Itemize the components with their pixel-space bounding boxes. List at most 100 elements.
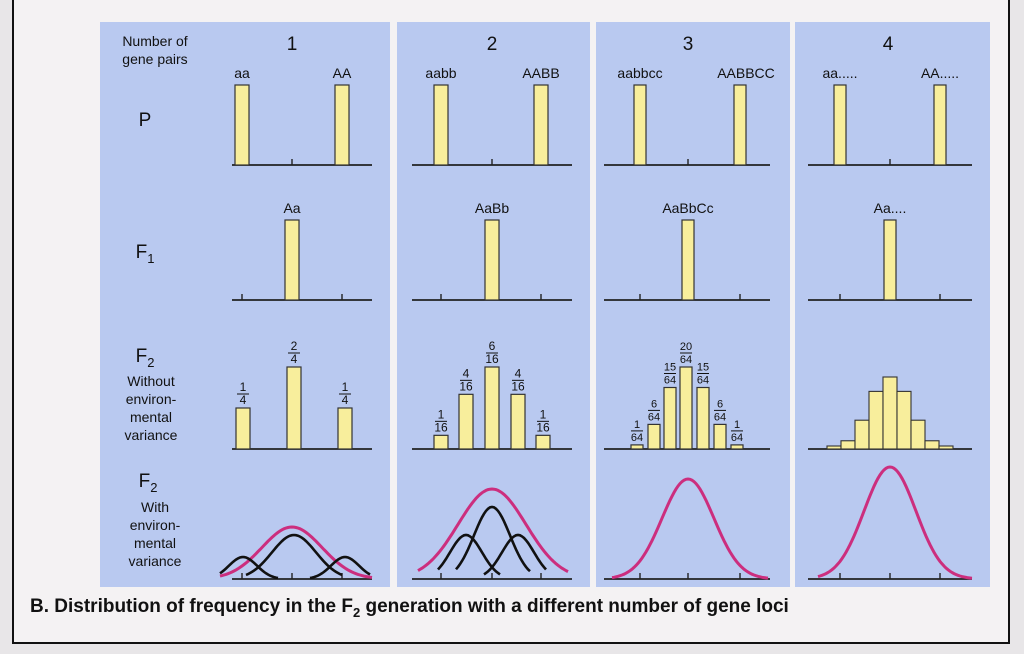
f2-bar [458,393,474,450]
f2-histogram-bar [826,445,842,450]
fraction-numerator: 1 [240,380,247,394]
f2-bar [484,366,500,450]
f2-bar [696,386,710,450]
fraction-denominator: 64 [648,411,660,423]
fraction-numerator: 4 [463,366,470,380]
row-label-f2-with-line: variance [129,553,182,569]
f2-histogram-bar [840,440,856,450]
fraction-numerator: 1 [734,419,740,431]
f2-bar [630,444,644,450]
fraction-numerator: 1 [342,380,349,394]
fraction-denominator: 4 [291,352,298,366]
fraction-numerator: 2 [291,339,298,353]
f1-bar-2 [484,219,500,301]
curve-black-1c [309,555,371,580]
p-bar-right-2 [533,84,549,166]
row-label-f2-with: F2 [139,471,158,495]
f2-bar [535,434,551,450]
f1-bar-1 [284,219,300,301]
f1-genotype-4: Aa.... [874,200,907,216]
fraction-denominator: 16 [434,420,448,434]
f2-histogram-bar [924,440,940,450]
curve-black-2c [483,533,547,576]
curve-magenta-3 [611,477,769,580]
fraction-denominator: 64 [664,375,676,387]
column-number-4: 4 [883,34,894,55]
f1-bar-4 [883,219,897,301]
fraction-denominator: 16 [459,379,473,393]
row-label-p: P [139,110,152,131]
caption-subscript: 2 [353,604,361,620]
curve-magenta-4 [817,465,973,580]
row-label-f2-with-line: mental [134,535,176,551]
column-number-1: 1 [287,34,298,55]
p-right-genotype-2: AABB [522,65,559,81]
f2-bar [647,423,661,450]
row-label-f2-without-line: variance [125,427,178,443]
f2-histogram-bar [938,445,954,450]
p-bar-left-4 [833,84,847,166]
f2-bar [713,423,727,450]
fraction-denominator: 64 [731,432,743,444]
fraction-denominator: 64 [697,375,709,387]
f2-histogram-bar [854,419,870,450]
curve-black-1b [245,533,343,577]
p-right-genotype-4: AA..... [921,65,959,81]
row-label-f2-without-line: environ- [126,391,177,407]
fraction-numerator: 6 [717,398,723,410]
column-panel-4 [795,22,990,587]
f2-bar [730,444,744,450]
fraction-denominator: 4 [240,393,247,407]
fraction-denominator: 64 [714,411,726,423]
fraction-denominator: 64 [631,432,643,444]
curve-black-1a [219,555,279,580]
column-number-3: 3 [683,34,694,55]
f2-bar [433,434,449,450]
fraction-numerator: 15 [664,362,676,374]
fraction-numerator: 1 [438,407,445,421]
fraction-denominator: 64 [680,354,692,366]
fraction-denominator: 16 [511,379,525,393]
row-label-f2-without-line: mental [130,409,172,425]
f1-genotype-1: Aa [283,200,300,216]
curve-magenta-2 [417,487,569,573]
p-right-genotype-3: AABBCC [717,65,775,81]
p-bar-left-3 [633,84,647,166]
fraction-denominator: 16 [536,420,550,434]
f2-histogram-bar [910,419,926,450]
row-label-f2-without: F2 [136,346,155,370]
row-label-f2-without-line: Without [127,373,175,389]
curve-magenta-1 [219,525,373,579]
p-left-genotype-4: aa..... [822,65,857,81]
f2-histogram-bar [882,376,898,450]
f2-bar [663,386,677,450]
header-label-line1: Number of [122,33,187,49]
f2-histogram-bar [896,390,912,450]
caption-suffix: generation with a different number of ge… [360,596,789,617]
fraction-numerator: 20 [680,341,692,353]
row-label-f1: F1 [136,242,155,266]
label-panel [100,22,212,587]
fraction-numerator: 6 [489,339,496,353]
p-bar-left-2 [433,84,449,166]
row-label-f2-with-line: With [141,499,169,515]
f1-genotype-3: AaBbCc [662,200,713,216]
p-bar-left-1 [234,84,250,166]
fraction-numerator: 4 [515,366,522,380]
row-label-f2-with-line: environ- [130,517,181,533]
f2-bar [286,366,302,450]
p-bar-right-4 [933,84,947,166]
p-left-genotype-3: aabbcc [617,65,662,81]
column-panel-3 [596,22,790,587]
caption-prefix: B. Distribution of frequency in the F [30,596,353,617]
f1-bar-3 [681,219,695,301]
f2-bar [679,366,693,450]
fraction-denominator: 4 [342,393,349,407]
p-bar-right-3 [733,84,747,166]
f2-bar [235,407,251,450]
f2-bar [510,393,526,450]
figure-caption: B. Distribution of frequency in the F2 g… [30,596,789,620]
p-bar-right-1 [334,84,350,166]
fraction-denominator: 16 [485,352,499,366]
